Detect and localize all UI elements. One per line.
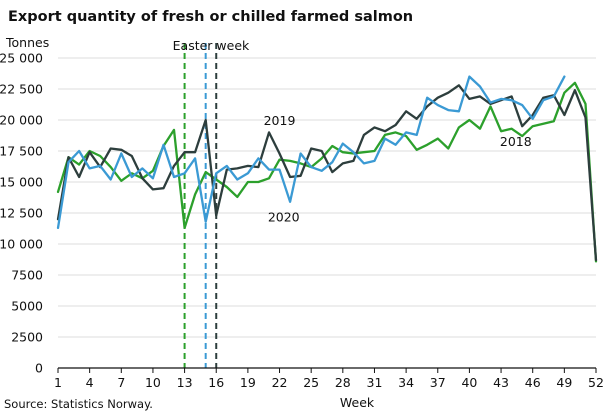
- y-tick-label: 12 500: [0, 206, 43, 221]
- y-tick-label: 10 000: [0, 237, 43, 252]
- y-tick-label: 2500: [11, 330, 43, 345]
- annotation-label: 2019: [264, 113, 296, 128]
- y-tick-label: 20 000: [0, 113, 43, 128]
- x-tick-label: 25: [303, 375, 319, 390]
- x-axis-label: Week: [340, 395, 375, 410]
- source-note: Source: Statistics Norway.: [4, 397, 153, 411]
- annotation-label: 2018: [500, 134, 532, 149]
- grid-lines: [58, 57, 596, 338]
- y-tick-label: 0: [35, 361, 43, 376]
- easter-week-markers: [183, 43, 218, 368]
- y-tick-label: 5000: [11, 299, 43, 314]
- x-tick-label: 34: [398, 375, 414, 390]
- x-tick-label: 43: [493, 375, 509, 390]
- x-tick-label: 22: [272, 375, 288, 390]
- x-tick-label: 4: [86, 375, 94, 390]
- x-tick-label: 1: [54, 375, 62, 390]
- x-tick-label: 49: [556, 375, 572, 390]
- x-tick-label: 46: [525, 375, 541, 390]
- x-tick-label: 19: [240, 375, 256, 390]
- x-tick-label: 16: [208, 375, 224, 390]
- x-tick-label: 52: [588, 375, 604, 390]
- series-line-2020: [56, 75, 566, 230]
- annotation-label: 2020: [268, 210, 300, 225]
- axes: 0 2500 5000 7500 10 000 12 500 15 000 17 500 20 …: [0, 51, 604, 411]
- series-line-2019: [56, 84, 598, 262]
- chart-title: Export quantity of fresh or chilled farm…: [8, 9, 414, 25]
- x-tick-label: 10: [145, 375, 161, 390]
- annotations: Easter week 2019 2020 2018: [173, 38, 532, 225]
- y-tick-label: 7500: [11, 268, 43, 283]
- x-tick-label: 7: [117, 375, 125, 390]
- y-tick-label: 17 500: [0, 144, 43, 159]
- x-tick-label: 28: [335, 375, 351, 390]
- y-tick-label: 25 000: [0, 51, 43, 66]
- y-unit-label: Tonnes: [6, 35, 50, 50]
- annotation-label: Easter week: [173, 38, 250, 53]
- y-tick-label: 22 500: [0, 82, 43, 97]
- y-tick-label: 15 000: [0, 175, 43, 190]
- series-lines: [56, 75, 598, 263]
- x-tick-label: 40: [461, 375, 477, 390]
- x-tick-label: 37: [430, 375, 446, 390]
- x-tick-label: 31: [367, 375, 383, 390]
- x-tick-label: 13: [177, 375, 193, 390]
